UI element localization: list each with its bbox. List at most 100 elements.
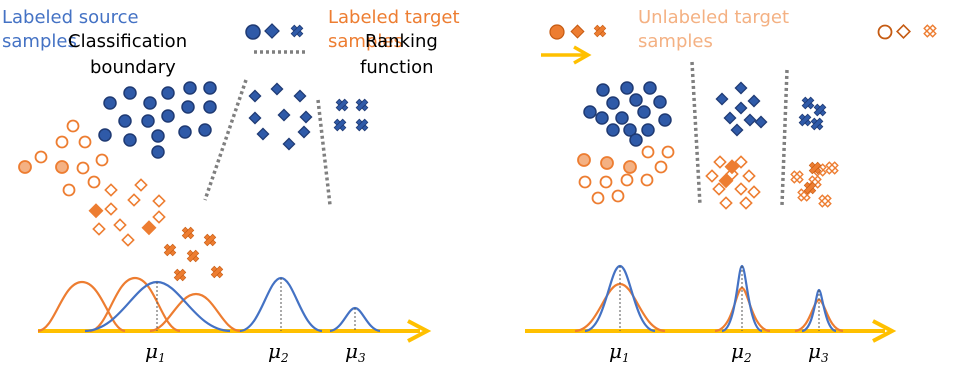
arrowhead-icon	[407, 319, 432, 343]
target-circle-filled	[623, 160, 637, 174]
target-diamond	[739, 196, 753, 210]
source-cross	[798, 113, 812, 127]
target-diamond	[92, 222, 106, 236]
source-circle	[161, 109, 175, 123]
target-circle	[591, 191, 605, 205]
target-diamond-cluster	[88, 178, 166, 247]
source-circle	[606, 123, 620, 137]
target-circle-cluster-right	[577, 145, 675, 205]
target-circle	[578, 175, 592, 189]
target-diamond	[152, 210, 166, 224]
target-circle-cluster	[18, 119, 109, 197]
target-diamond-filled	[141, 220, 157, 236]
target-diamond	[113, 218, 127, 232]
target-diamond	[104, 202, 118, 216]
target-diamond	[734, 155, 748, 169]
source-circle	[98, 128, 112, 142]
left-gaussians	[37, 276, 381, 333]
target-circle	[62, 183, 76, 197]
ranking-function-label-line1: Ranking	[365, 31, 438, 52]
source-circle	[658, 113, 672, 127]
labeled-target-shape-legend	[549, 24, 607, 40]
source-diamond	[248, 111, 262, 125]
source-diamond	[256, 127, 270, 141]
source-diamond	[277, 108, 291, 122]
source-gaussian	[329, 306, 381, 333]
source-circle	[141, 114, 155, 128]
source-cross	[355, 98, 369, 112]
target-diamond	[705, 169, 719, 183]
source-circle	[629, 93, 643, 107]
target-circle	[76, 161, 90, 175]
labeled-target-label-line2: samples	[328, 31, 403, 52]
right-legend-arrow	[541, 45, 592, 65]
source-circle	[596, 83, 610, 97]
source-circle	[583, 105, 597, 119]
left-mean-lines	[156, 278, 356, 331]
cross-icon	[923, 24, 937, 38]
target-circle	[34, 150, 48, 164]
target-cross	[818, 194, 832, 208]
source-circle	[143, 96, 157, 110]
source-circle	[595, 111, 609, 125]
target-diamond	[742, 169, 756, 183]
target-circle	[55, 135, 69, 149]
source-circle	[123, 133, 137, 147]
target-gaussian	[149, 292, 241, 333]
source-circle	[623, 123, 637, 137]
source-diamond	[270, 82, 284, 96]
source-circle	[151, 129, 165, 143]
target-circle	[641, 145, 655, 159]
source-diamond	[730, 123, 744, 137]
source-circle	[629, 133, 643, 147]
source-circle	[198, 123, 212, 137]
source-cross	[810, 117, 824, 131]
target-diamond	[134, 178, 148, 192]
target-circle-filled	[600, 156, 614, 170]
arrowhead-icon	[573, 45, 592, 65]
target-diamond-cluster-right	[705, 155, 761, 210]
source-circle	[637, 105, 651, 119]
cross-icon	[593, 24, 607, 38]
target-diamond-filled	[88, 203, 104, 219]
target-circle	[661, 145, 675, 159]
target-cross	[173, 268, 187, 282]
target-circle	[78, 135, 92, 149]
unlabeled-target-label-line2: samples	[638, 31, 713, 52]
target-circle-filled	[55, 160, 69, 174]
target-cross	[210, 265, 224, 279]
target-diamond	[719, 196, 733, 210]
source-cross	[333, 118, 347, 132]
source-circle	[620, 81, 634, 95]
source-diamond-cluster-right	[715, 81, 768, 137]
ranking-separator-2	[780, 69, 789, 206]
target-cross-cluster	[163, 226, 224, 282]
ranking-function-line	[316, 99, 332, 206]
source-circle	[615, 111, 629, 125]
arrowhead-icon	[872, 319, 897, 343]
target-cross	[181, 226, 195, 240]
target-circle	[611, 189, 625, 203]
source-diamond	[715, 92, 729, 106]
source-circle	[178, 125, 192, 139]
mu3-label-right: μ3	[808, 339, 829, 365]
target-cross	[163, 243, 177, 257]
target-cross	[825, 161, 839, 175]
source-diamond	[293, 89, 307, 103]
target-circle	[66, 119, 80, 133]
target-diamond	[104, 183, 118, 197]
source-circle	[203, 81, 217, 95]
target-diamond	[734, 182, 748, 196]
source-diamond	[734, 101, 748, 115]
diamond-icon	[896, 24, 911, 39]
source-circle	[653, 95, 667, 109]
source-diamond	[282, 137, 296, 151]
source-circle	[161, 86, 175, 100]
mu2-label-right: μ2	[731, 339, 752, 365]
right-gaussians	[574, 264, 844, 333]
source-cross	[335, 98, 349, 112]
right-panel: Unlabeled target samples	[525, 7, 937, 365]
target-diamond	[747, 185, 761, 199]
